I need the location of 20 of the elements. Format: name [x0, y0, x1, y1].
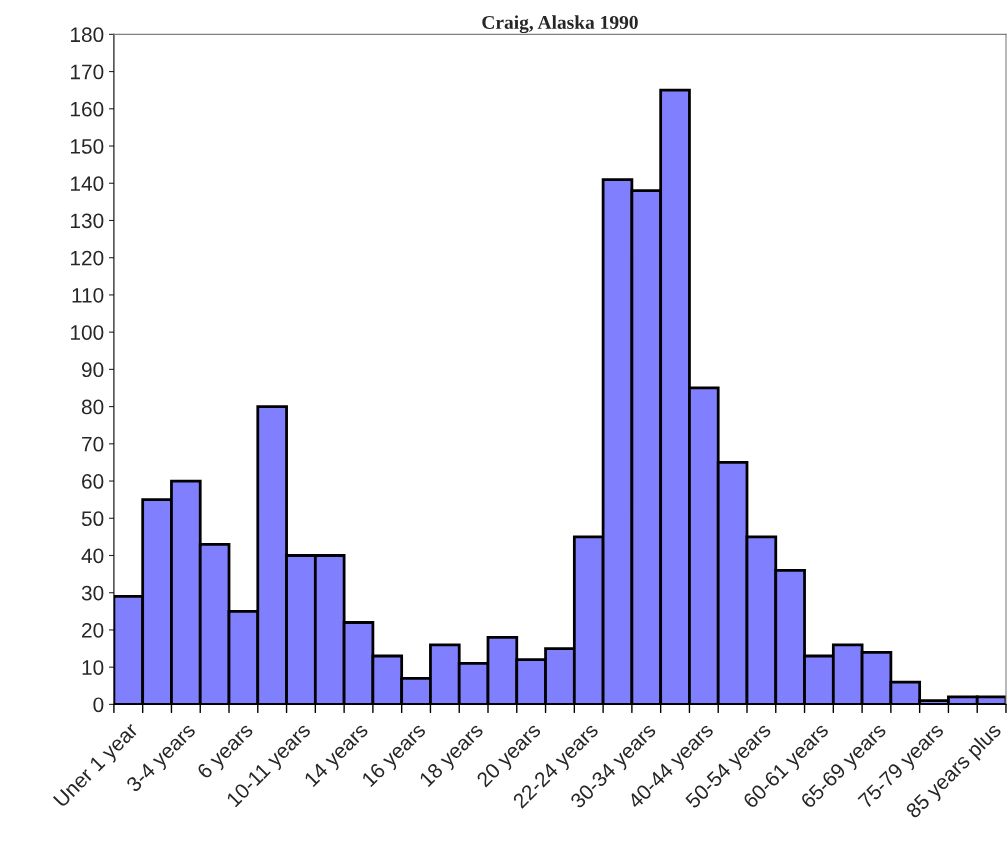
- y-tick-label: 110: [72, 287, 104, 303]
- y-tick-label: 0: [93, 697, 104, 713]
- y-tick-label: 40: [81, 548, 104, 564]
- y-tick-label: 20: [82, 622, 104, 638]
- y-tick-label: 160: [71, 101, 104, 117]
- y-tick-label: 10: [82, 660, 104, 675]
- y-tick-label: 100: [71, 325, 104, 340]
- y-tick-label: 90: [81, 362, 104, 378]
- y-tick-label: 120: [71, 250, 104, 266]
- y-tick-label: 130: [71, 213, 104, 229]
- y-tick-label: 70: [82, 436, 104, 452]
- y-tick-label: 30: [81, 585, 104, 601]
- y-tick-label: 60: [82, 474, 104, 489]
- y-tick-label: 180: [71, 27, 104, 43]
- y-tick-label: 80: [81, 399, 104, 415]
- y-tick-label: 170: [71, 64, 104, 80]
- y-tick-label: 150: [71, 139, 104, 154]
- chart-title: Craig, Alaska 1990: [482, 15, 638, 34]
- y-tick-label: 50: [81, 511, 104, 527]
- y-tick-label: 140: [71, 176, 104, 192]
